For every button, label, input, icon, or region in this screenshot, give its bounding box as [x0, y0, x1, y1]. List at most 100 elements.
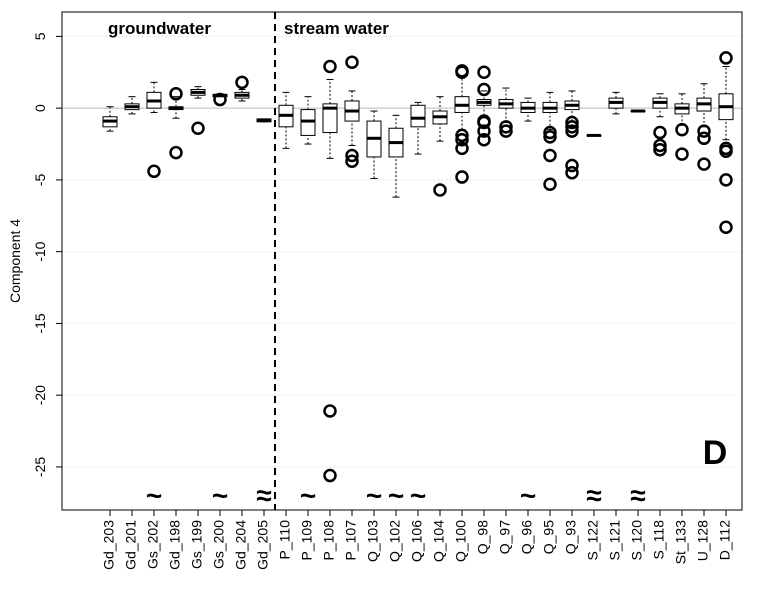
x-tick-label: S_122	[585, 520, 601, 561]
outlier	[345, 148, 359, 163]
x-tick-label: Q_98	[475, 520, 491, 554]
x-tick-label: Gd_205	[255, 520, 271, 570]
outlier	[719, 173, 733, 187]
outlier	[477, 82, 491, 97]
y-tick-label: -20	[32, 385, 48, 405]
y-tick-label: 5	[32, 32, 48, 40]
y-axis-label: Component 4	[7, 219, 23, 303]
outlier	[433, 183, 447, 197]
outlier	[345, 55, 359, 69]
x-tick-label: Q_103	[365, 520, 381, 562]
outlier	[543, 177, 557, 191]
axis-break: ~	[300, 480, 316, 511]
group-label: groundwater	[108, 19, 211, 38]
x-tick-label: Q_104	[431, 520, 447, 562]
outlier	[719, 220, 733, 235]
axis-break: ≈	[256, 480, 271, 511]
y-tick-label: -5	[32, 173, 48, 186]
y-tick-label: -25	[32, 457, 48, 477]
outlier	[323, 59, 337, 74]
outlier	[719, 144, 733, 158]
x-tick-label: Q_102	[387, 520, 403, 562]
outlier	[455, 128, 469, 143]
x-tick-label: Q_100	[453, 520, 469, 562]
outlier	[477, 65, 491, 80]
x-tick-label: P_110	[277, 520, 293, 560]
x-tick-label: St_133	[673, 520, 689, 565]
outlier	[345, 154, 359, 169]
outlier	[455, 141, 469, 156]
outlier	[169, 87, 183, 101]
outlier	[543, 148, 557, 163]
plot-frame	[61, 11, 743, 511]
x-tick-label: Q_106	[409, 520, 425, 562]
y-tick-label: -10	[32, 241, 48, 261]
outlier	[323, 404, 337, 418]
x-tick-label: U_128	[695, 520, 711, 561]
outlier	[565, 120, 579, 134]
axis-break: ~	[366, 480, 382, 511]
outlier	[565, 124, 579, 138]
x-tick-label: S_120	[629, 520, 645, 561]
outlier	[499, 120, 513, 134]
x-tick-label: Q_95	[541, 520, 557, 554]
box	[410, 104, 426, 128]
axis-break: ~	[410, 480, 426, 511]
x-tick-label: Q_97	[497, 520, 513, 554]
outlier	[565, 158, 579, 173]
axis-break: ≈	[586, 480, 601, 511]
x-tick-label: Gs_202	[145, 520, 161, 569]
outlier	[697, 131, 711, 146]
outlier	[455, 132, 469, 147]
axis-break: ~	[520, 480, 536, 511]
outlier	[499, 124, 513, 138]
box	[322, 103, 338, 134]
group-label: stream water	[284, 19, 389, 38]
x-tick-label: P_107	[343, 520, 359, 561]
axis-break: ~	[388, 480, 404, 511]
outlier	[653, 125, 667, 140]
x-tick-label: Q_93	[563, 520, 579, 554]
x-tick-label: Gs_200	[211, 520, 227, 569]
axis-break: ~	[212, 480, 228, 511]
x-tick-label: S_121	[607, 520, 623, 561]
outlier	[697, 124, 711, 138]
outlier	[213, 92, 227, 107]
outlier	[147, 164, 161, 179]
outlier	[697, 157, 711, 171]
outlier	[675, 147, 689, 161]
outlier	[653, 138, 667, 153]
panel-label: D	[703, 434, 728, 472]
x-tick-label: Gd_198	[167, 520, 183, 570]
y-tick-label: 0	[32, 104, 48, 112]
outlier	[169, 145, 183, 160]
x-tick-label: Gs_199	[189, 520, 205, 569]
outlier	[235, 75, 249, 90]
x-tick-label: P_108	[321, 520, 337, 561]
x-tick-label: S_118	[651, 520, 667, 560]
outlier	[477, 124, 491, 138]
outlier	[565, 165, 579, 180]
outlier	[675, 122, 689, 137]
outlier	[323, 468, 337, 483]
outlier	[565, 115, 579, 130]
outlier	[543, 130, 557, 144]
outlier	[455, 170, 469, 184]
outlier	[455, 65, 469, 80]
axis-break: ~	[146, 480, 162, 511]
x-tick-label: P_109	[299, 520, 315, 561]
outlier	[719, 51, 733, 65]
y-tick-label: -15	[32, 313, 48, 333]
outlier	[191, 121, 205, 135]
outlier	[543, 125, 557, 140]
axis-break: ≈	[630, 480, 645, 511]
outlier	[477, 115, 491, 130]
outlier	[653, 143, 667, 157]
x-tick-label: Gd_204	[233, 520, 249, 570]
x-tick-label: Gd_203	[101, 520, 117, 570]
outlier	[477, 132, 491, 147]
x-tick-label: Q_96	[519, 520, 535, 554]
x-tick-label: Gd_201	[123, 520, 139, 570]
x-tick-label: D_112	[717, 520, 733, 560]
